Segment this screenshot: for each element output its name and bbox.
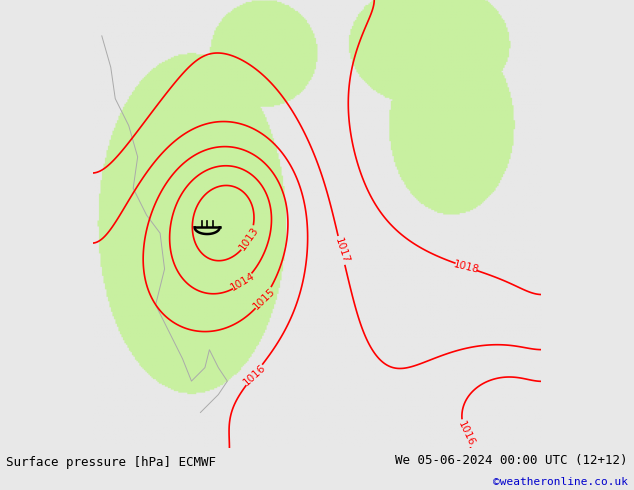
Polygon shape <box>93 0 541 448</box>
Text: 1014: 1014 <box>229 271 257 293</box>
Text: 1013: 1013 <box>237 225 261 252</box>
Text: Surface pressure [hPa] ECMWF: Surface pressure [hPa] ECMWF <box>6 456 216 469</box>
Text: 1015: 1015 <box>251 286 276 311</box>
Text: 1016: 1016 <box>456 419 476 447</box>
Text: 1016: 1016 <box>241 362 268 388</box>
Text: 1018: 1018 <box>452 259 480 275</box>
Text: We 05-06-2024 00:00 UTC (12+12): We 05-06-2024 00:00 UTC (12+12) <box>395 454 628 467</box>
Text: ©weatheronline.co.uk: ©weatheronline.co.uk <box>493 477 628 487</box>
Text: 1017: 1017 <box>333 236 351 265</box>
